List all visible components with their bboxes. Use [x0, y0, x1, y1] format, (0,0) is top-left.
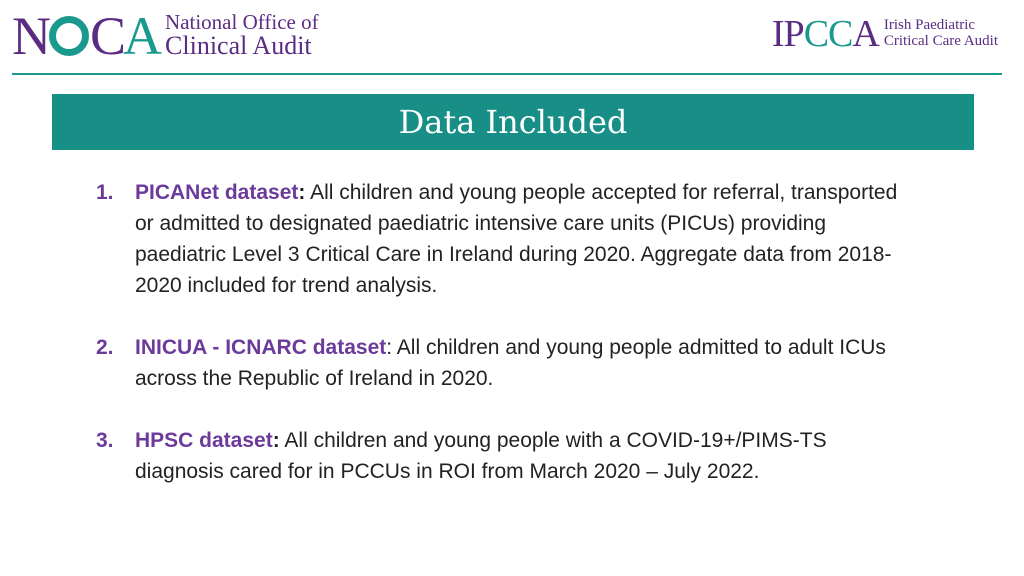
item-text: All children and young people with a COV… [135, 429, 827, 483]
page-title: Data Included [398, 103, 628, 141]
ipcca-logo-mark: IPCCA [771, 13, 880, 55]
item-label: HPSC dataset [135, 429, 273, 452]
item-label: PICANet dataset [135, 181, 299, 204]
item-label: INICUA - ICNARC dataset [135, 336, 387, 359]
ipcca-logo-line1: Irish Paediatric [883, 17, 976, 34]
item-number: 1. [96, 181, 114, 204]
item-number: 3. [96, 429, 114, 452]
title-bar: Data Included [52, 94, 974, 150]
dataset-item-hpsc: 3. HPSC dataset: All children and young … [96, 425, 916, 487]
noca-logo-line1: National Office of [165, 10, 319, 35]
item-separator: : [298, 181, 306, 204]
item-separator: : [272, 429, 280, 452]
ipcca-logo-text: Irish Paediatric Critical Care Audit [883, 17, 998, 50]
dataset-item-picanet: 1. PICANet dataset: All children and you… [96, 177, 916, 301]
item-number: 2. [96, 336, 114, 359]
dataset-item-inicua: 2. INICUA - ICNARC dataset: All children… [96, 332, 916, 394]
item-separator: : [386, 336, 393, 359]
ipcca-logo: IPCCA Irish Paediatric Critical Care Aud… [772, 14, 998, 54]
header-divider [12, 73, 1002, 75]
dataset-list: 1. PICANet dataset: All children and you… [96, 177, 916, 518]
noca-logo-text: National Office of Clinical Audit [165, 10, 319, 61]
ipcca-logo-line2: Critical Care Audit [883, 33, 998, 49]
item-text: All children and young people accepted f… [135, 181, 898, 297]
item-text: All children and young people admitted t… [135, 336, 886, 390]
noca-logo-line2: Clinical Audit [165, 31, 312, 61]
